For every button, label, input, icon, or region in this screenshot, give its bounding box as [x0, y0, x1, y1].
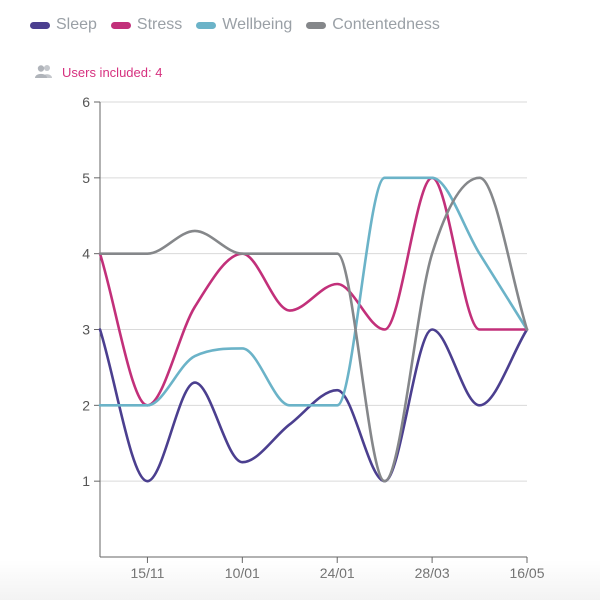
- legend-label: Sleep: [56, 16, 97, 33]
- users-included: Users included: 4: [34, 64, 162, 81]
- legend-label: Stress: [136, 16, 183, 33]
- users-included-text: Users included: 4: [62, 65, 163, 80]
- legend-swatch-sleep: [30, 21, 50, 29]
- legend-swatch-stress: [110, 21, 131, 29]
- series-line-sleep: [98, 328, 529, 483]
- y-tick-label: 3: [82, 322, 90, 338]
- users-icon: [34, 64, 54, 81]
- legend-swatch-contentedness: [306, 21, 327, 29]
- y-tick-label: 2: [82, 397, 90, 413]
- legend-label: Wellbeing: [222, 16, 293, 33]
- y-tick-label: 1: [82, 473, 90, 489]
- bottom-fade: [0, 560, 600, 600]
- series-line-contentedness: [98, 176, 529, 483]
- legend-item-wellbeing[interactable]: Wellbeing: [196, 16, 292, 34]
- legend-label: Contentedness: [332, 16, 440, 33]
- series-line-stress: [98, 176, 529, 407]
- legend-item-contentedness[interactable]: Contentedness: [306, 16, 440, 34]
- legend: Sleep Stress Wellbeing Contentedness: [30, 16, 440, 34]
- legend-item-sleep[interactable]: Sleep: [30, 16, 97, 34]
- y-tick-label: 5: [82, 170, 90, 186]
- series-line-wellbeing: [98, 176, 529, 407]
- legend-item-stress[interactable]: Stress: [110, 16, 183, 34]
- legend-swatch-wellbeing: [196, 21, 217, 29]
- y-tick-label: 6: [82, 94, 90, 110]
- y-tick-label: 4: [82, 246, 90, 262]
